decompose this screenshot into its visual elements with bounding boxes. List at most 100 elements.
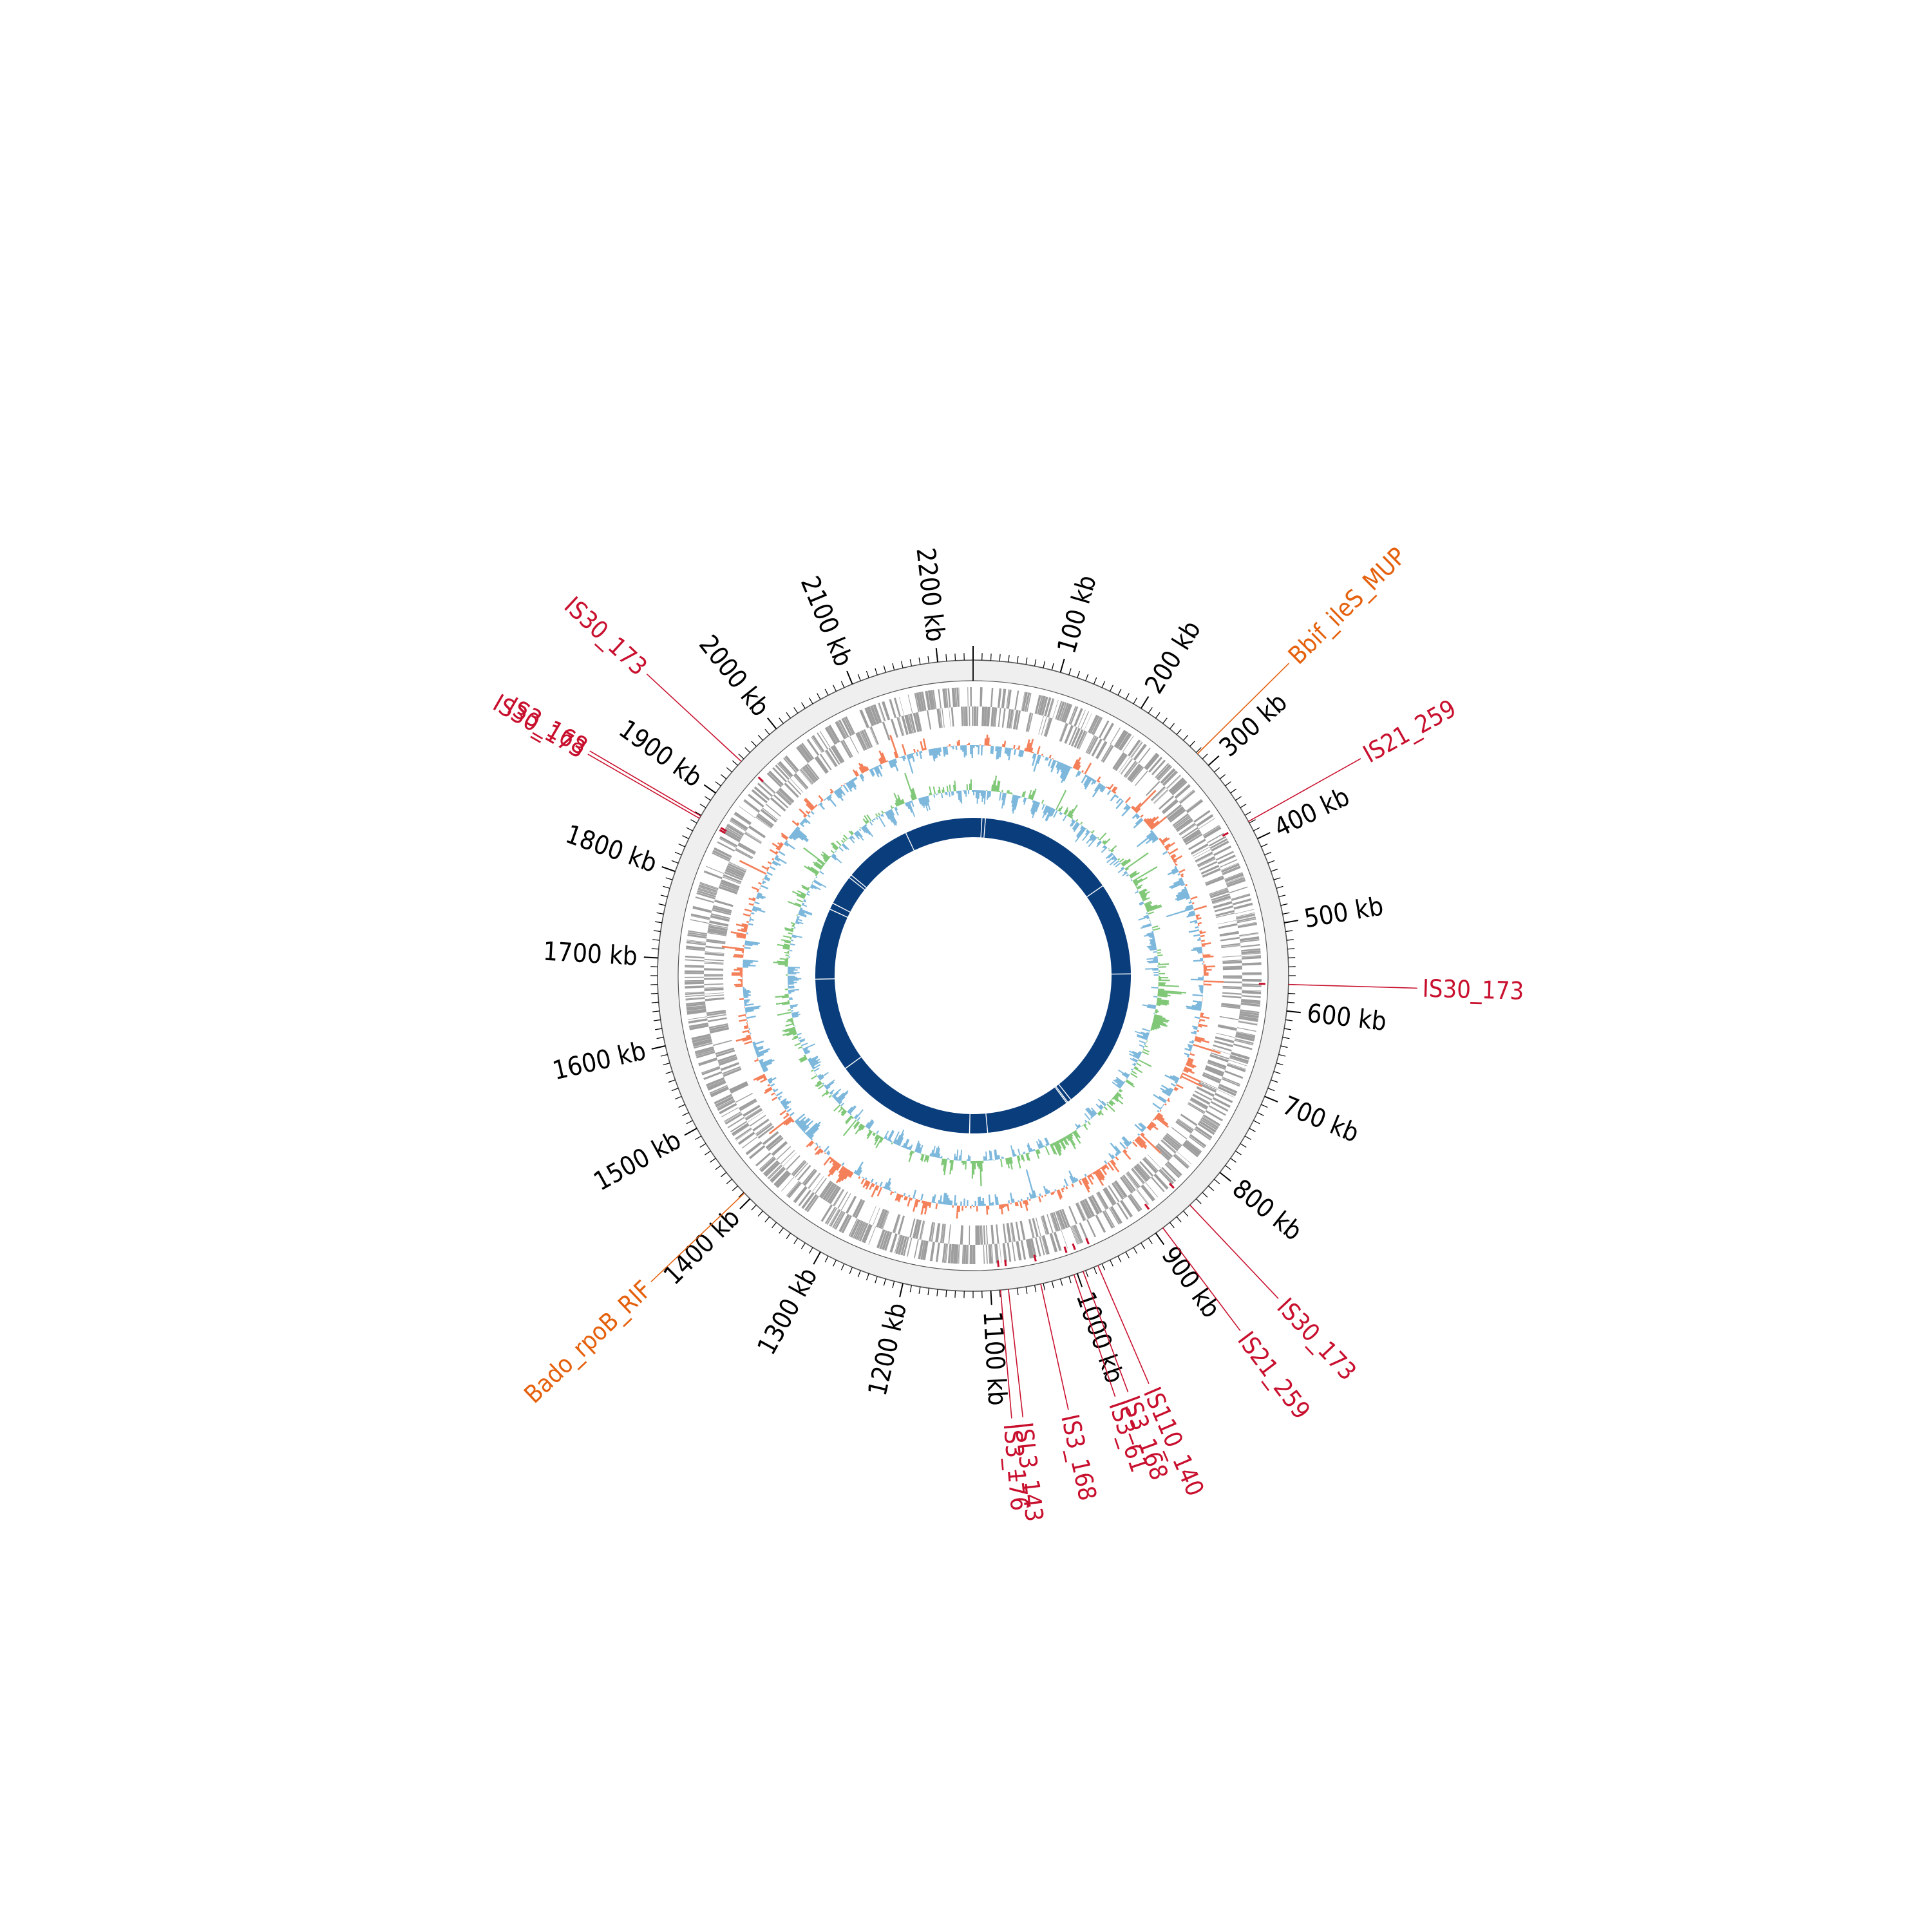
minor-tick: [726, 1179, 732, 1184]
tick-label: 1600 kb: [550, 1036, 649, 1086]
contig-segment: [986, 1087, 1066, 1133]
gc-content-track: [721, 734, 1224, 1219]
minor-tick: [1278, 1054, 1286, 1057]
resistance_genes-label: Bbif_ileS_MUP: [1283, 542, 1412, 670]
minor-tick: [710, 1158, 716, 1163]
minor-tick: [690, 819, 697, 824]
major-tick: [1286, 1010, 1301, 1014]
minor-tick: [833, 685, 837, 692]
minor-tick: [671, 860, 679, 864]
minor-tick: [1068, 668, 1072, 676]
major-tick: [813, 1251, 821, 1265]
minor-tick: [892, 1281, 895, 1289]
is_elements-leader-line: [1248, 758, 1361, 822]
minor-tick: [1240, 1143, 1247, 1148]
minor-tick: [1110, 1260, 1113, 1267]
major-tick: [1076, 1273, 1083, 1287]
minor-tick: [1043, 661, 1046, 668]
tick-marks: [643, 646, 1301, 1305]
genes-forward-strand: [684, 687, 1262, 1265]
is_elements-marker: [1258, 983, 1265, 985]
minor-tick: [715, 1165, 721, 1170]
resistance_genes-label: Bado_rpoB_RIF: [518, 1275, 657, 1409]
minor-tick: [1043, 1283, 1046, 1291]
minor-tick: [1133, 697, 1138, 705]
contig-segment: [1059, 974, 1132, 1099]
minor-tick: [892, 663, 895, 670]
minor-tick: [1285, 1019, 1293, 1021]
minor-tick: [1240, 803, 1247, 808]
minor-tick: [1261, 1104, 1268, 1108]
tick-label: 100 kb: [1052, 572, 1103, 657]
gc-skew-below: [787, 790, 1159, 1161]
minor-tick: [1276, 1063, 1283, 1066]
minor-tick: [1141, 1242, 1146, 1249]
is_elements-leader-line: [1083, 1271, 1129, 1392]
minor-tick: [1214, 767, 1220, 773]
minor-tick: [1273, 877, 1281, 880]
minor-tick: [1176, 1217, 1182, 1223]
minor-tick: [918, 658, 921, 665]
major-tick: [899, 1283, 904, 1298]
minor-tick: [1253, 1120, 1260, 1124]
minor-tick: [1249, 819, 1256, 824]
minor-tick: [875, 668, 878, 676]
resistance_genes-leader-line: [650, 1193, 745, 1282]
minor-tick: [1278, 895, 1286, 898]
is_elements-marker: [757, 776, 764, 782]
is_elements-leader-line: [999, 1290, 1012, 1419]
major-tick: [1219, 1171, 1231, 1182]
contig-segment: [1087, 886, 1131, 974]
minor-tick: [1101, 681, 1106, 688]
minor-tick: [1280, 1045, 1288, 1048]
tick-label: 1300 kb: [752, 1263, 823, 1360]
major-tick: [1155, 1233, 1165, 1245]
minor-tick: [660, 895, 668, 898]
gc-content-above: [721, 734, 1224, 1219]
minor-tick: [1101, 1264, 1106, 1271]
minor-tick: [999, 654, 1001, 661]
minor-tick: [1183, 1211, 1189, 1217]
minor-tick: [1285, 930, 1293, 933]
minor-tick: [1282, 912, 1290, 914]
major-tick: [1140, 696, 1150, 709]
minor-tick: [1133, 1247, 1138, 1254]
minor-tick: [1230, 1158, 1236, 1163]
minor-tick: [1284, 1028, 1291, 1030]
minor-tick: [764, 1217, 770, 1223]
tick-label: 2000 kb: [693, 630, 775, 722]
minor-tick: [695, 811, 702, 816]
minor-tick: [918, 1287, 921, 1294]
minor-tick: [1093, 677, 1097, 685]
minor-tick: [1235, 1150, 1242, 1155]
minor-tick: [927, 656, 930, 663]
minor-tick: [1257, 1112, 1264, 1116]
is_elements-label: IS3_168: [1056, 1412, 1102, 1503]
minor-tick: [1202, 1192, 1208, 1198]
is_elements-label: IS30_173: [1422, 974, 1524, 1005]
minor-tick: [1253, 827, 1260, 831]
resistance_genes-leader-line: [1197, 663, 1290, 755]
major-tick: [1264, 1095, 1278, 1103]
minor-tick: [808, 697, 813, 705]
minor-tick: [793, 1238, 799, 1244]
minor-tick: [1267, 860, 1275, 864]
minor-tick: [705, 1150, 711, 1155]
minor-tick: [1125, 1251, 1130, 1258]
minor-tick: [1034, 1285, 1037, 1293]
contig-segment: [984, 818, 1103, 896]
minor-tick: [779, 717, 784, 724]
minor-tick: [824, 688, 829, 696]
minor-tick: [751, 741, 757, 747]
minor-tick: [1148, 1238, 1153, 1244]
minor-tick: [1060, 1278, 1063, 1286]
minor-tick: [1264, 851, 1272, 856]
minor-tick: [720, 1172, 727, 1177]
minor-tick: [945, 1290, 947, 1298]
minor-tick: [1276, 886, 1283, 889]
minor-tick: [1077, 670, 1081, 678]
tick-label: 200 kb: [1139, 616, 1207, 699]
minor-tick: [808, 1247, 813, 1254]
minor-tick: [682, 835, 689, 839]
